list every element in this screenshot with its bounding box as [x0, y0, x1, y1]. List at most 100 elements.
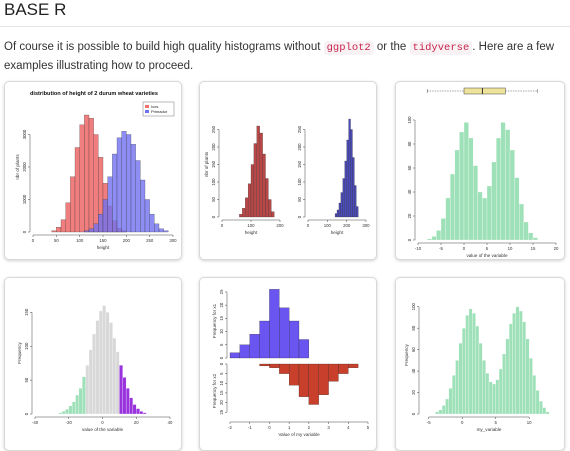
intro-paragraph: Of course it is possible to build high q…	[4, 38, 564, 75]
bar-group	[61, 411, 66, 415]
bar-my-variable	[462, 328, 466, 415]
bar-ixos	[88, 118, 94, 233]
bar-primadur	[102, 199, 108, 233]
bar-group	[119, 365, 123, 415]
y-axis-label: Frequency	[17, 341, 22, 363]
y-tick-label: 200	[211, 143, 216, 151]
x-tick-label: 0	[101, 420, 104, 425]
x-tick-label: -40	[32, 420, 39, 425]
bar-primadur	[84, 230, 90, 233]
y-tick-label: 60	[407, 165, 412, 170]
bar-x2	[289, 363, 300, 386]
bar-group	[68, 405, 73, 415]
bar-x2	[298, 363, 309, 397]
chart-card-two-varieties[interactable]: distribution of height of 2 durum wheat …	[4, 81, 182, 260]
bar-value	[514, 177, 520, 241]
bar-x2	[348, 363, 359, 368]
bar-primadur	[93, 223, 99, 233]
bar-primadur	[98, 214, 104, 233]
heading-divider	[0, 26, 570, 27]
bar-my-variable	[485, 373, 490, 415]
bar-group	[122, 377, 127, 415]
bar-value	[440, 218, 446, 241]
bar-value	[436, 230, 442, 241]
bar-primadur	[126, 134, 132, 233]
bar-my-variable	[482, 360, 486, 415]
bar-x1	[259, 320, 270, 359]
chart-colored-groups: -40 -20 0 20 40 value of the variable 0 50 100 15…	[17, 305, 173, 432]
y-tick-label: 0	[24, 412, 29, 415]
x-tick-label: -20	[66, 420, 73, 425]
x-tick-label: 10	[508, 246, 513, 251]
bar-ixos	[79, 124, 85, 233]
bar-primadur	[107, 176, 113, 233]
bar-value	[463, 122, 469, 241]
bar-ixos	[56, 227, 62, 233]
bar-height-left	[245, 197, 249, 218]
bar-group	[102, 305, 107, 415]
boxplot-box	[463, 87, 506, 95]
bar-x2	[279, 363, 290, 374]
bar-x2	[338, 363, 349, 374]
x-tick-label: -5	[427, 420, 431, 425]
chart-card-boxplot-histogram[interactable]: -10 -5 0 5 10 15 20 value of the variable 0 20 40 6…	[395, 81, 565, 260]
y-tick-label: 40	[407, 189, 412, 194]
chart-card-colored-groups[interactable]: -40 -20 0 20 40 value of the variable 0 50 100 15…	[4, 277, 182, 451]
x-tick-label: 4	[347, 425, 350, 430]
x-tick-label: 5	[486, 246, 489, 251]
bar-value	[431, 236, 437, 241]
bar-height-left	[265, 178, 269, 218]
x-tick-label: 5	[495, 420, 498, 425]
y-axis-label: Frequency	[404, 343, 409, 365]
bar-primadur	[112, 153, 118, 233]
bar-my-variable	[455, 360, 459, 415]
bar-primadur	[121, 131, 127, 233]
bar-my-variable	[535, 390, 540, 415]
x-tick-label: 100	[76, 238, 84, 243]
y-tick-label: 40	[411, 368, 416, 373]
bar-my-variable	[529, 358, 533, 415]
bar-height-left	[271, 211, 275, 218]
x-tick-label: 250	[146, 238, 154, 243]
bar-value	[450, 173, 455, 241]
bar-height-left	[256, 125, 260, 218]
bar-x2	[269, 363, 280, 368]
bar-my-variable	[452, 375, 456, 415]
x-axis-label: value of the variable	[82, 427, 124, 432]
y-tick-label: 1000	[22, 194, 27, 204]
chart-card-bimodal[interactable]: -5 0 5 10 my_variable 0 20 40 60 80 100 Frequency	[395, 277, 565, 451]
x-tick-label: 200	[276, 223, 284, 228]
chart-card-mirror-histogram[interactable]: 0 5 10 15 20 25 0 5 10 15 20 25 Frequency for x1 Freq…	[199, 277, 377, 451]
bar-height-left	[239, 214, 243, 218]
bar-primadur	[116, 137, 122, 233]
bar-my-variable	[525, 338, 530, 415]
bar-group	[82, 376, 86, 415]
bar-x1	[229, 352, 240, 359]
x-tick-label: 300	[169, 238, 177, 243]
y-axis-label-top: Frequency for x1	[212, 303, 217, 338]
x-tick-label: 20	[134, 420, 139, 425]
bar-ixos	[70, 176, 76, 233]
bar-primadur	[149, 214, 155, 233]
bar-height-right	[348, 118, 351, 218]
bar-value	[519, 203, 524, 241]
bar-x2	[328, 363, 339, 382]
bar-my-variable	[542, 407, 547, 415]
bar-value	[491, 161, 497, 241]
y-tick-label-bottom: 20	[219, 400, 224, 405]
y-tick-label: 0	[22, 230, 27, 233]
bar-x2	[308, 363, 319, 405]
bar-value	[505, 129, 511, 241]
bar-height-right	[352, 157, 355, 218]
bar-ixos	[74, 147, 80, 233]
x-tick-label: -5	[439, 246, 443, 251]
bar-my-variable	[522, 321, 526, 415]
bar-my-variable	[472, 313, 476, 415]
chart-card-side-by-side[interactable]: 0 100 200 height 0 50 100 150 200 250 nbr of plant…	[199, 81, 377, 260]
x-tick-label: 3	[327, 425, 330, 430]
section-heading: BASE R	[4, 0, 67, 19]
x-axis-label: my_variable	[477, 427, 502, 432]
y-axis-label: nbr of plants	[15, 154, 20, 180]
